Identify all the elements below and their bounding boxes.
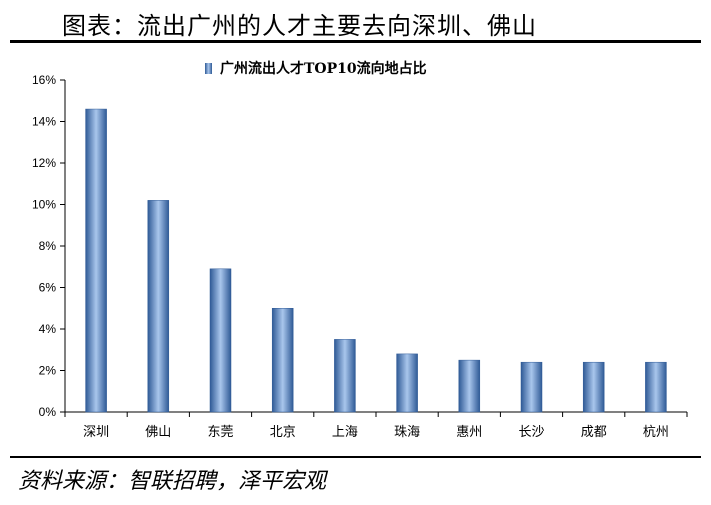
title-divider: [10, 40, 701, 43]
y-tick-label: 0%: [39, 405, 57, 419]
x-tick-label: 成都: [581, 425, 607, 440]
chart-title: 广州流出人才TOP10流向地占比: [220, 60, 427, 77]
footer-divider: [10, 456, 701, 458]
y-axis: 0% 2% 4% 6% 8% 10% 12% 14% 16%: [32, 73, 66, 419]
source-note: 资料来源：智联招聘，泽平宏观: [18, 469, 327, 494]
bar: [396, 353, 418, 413]
y-tick-label: 14%: [32, 115, 56, 129]
bar: [582, 361, 605, 413]
chart-legend: 广州流出人才TOP10流向地占比: [205, 60, 427, 77]
x-tick-label: 佛山: [145, 425, 171, 440]
x-tick-label: 北京: [270, 425, 296, 440]
x-tick-label: 深圳: [83, 425, 109, 440]
bar: [271, 308, 294, 413]
bar-series: [85, 108, 667, 413]
x-tick-label: 长沙: [518, 425, 544, 440]
y-tick-label: 16%: [32, 73, 56, 87]
bar-chart: 广州流出人才TOP10流向地占比 0%2%4%6%8%10%12%14%16% …: [32, 60, 688, 440]
x-tick-label: 惠州: [456, 425, 482, 440]
y-tick-label: 10%: [32, 198, 56, 212]
x-tick-label: 杭州: [643, 425, 669, 440]
legend-swatch: [205, 63, 212, 74]
bar: [458, 359, 481, 413]
x-axis: 深圳 佛山 东莞 北京 上海 珠海 惠州 长沙 成都 杭州: [64, 411, 688, 440]
bar: [645, 361, 667, 413]
bar: [85, 108, 107, 413]
x-tick-label: 珠海: [394, 425, 420, 440]
bar: [209, 268, 232, 413]
y-tick-label: 8%: [39, 239, 57, 253]
bar: [520, 361, 543, 413]
y-tick-label: 4%: [39, 322, 57, 336]
y-tick-label: 6%: [39, 281, 57, 295]
x-tick-label: 东莞: [207, 425, 233, 440]
y-tick-label: 12%: [32, 156, 56, 170]
bar: [147, 200, 170, 413]
bar: [334, 339, 356, 413]
y-tick-label: 2%: [39, 364, 57, 378]
page-title: 图表：流出广州的人才主要去向深圳、佛山: [62, 12, 537, 40]
x-tick-label: 上海: [332, 425, 358, 440]
